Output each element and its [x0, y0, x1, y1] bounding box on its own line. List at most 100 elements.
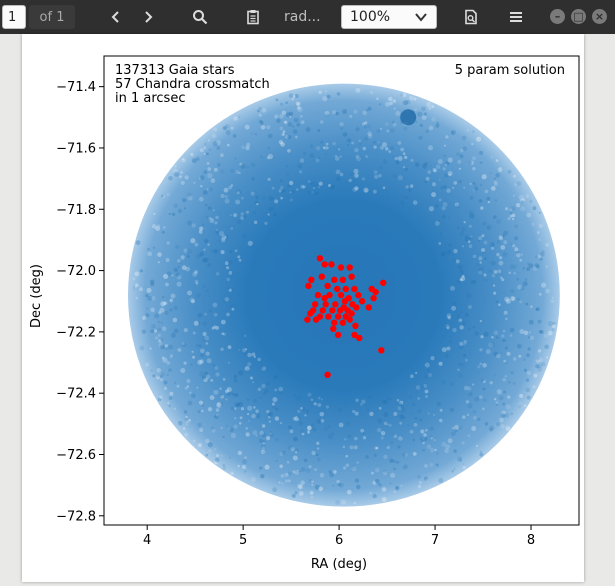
chandra-point: [321, 295, 328, 302]
annotations-button[interactable]: [241, 5, 265, 29]
gaia-star: [192, 439, 196, 443]
gaia-star: [481, 174, 487, 180]
maximize-button[interactable]: □: [571, 9, 586, 24]
gaia-star: [225, 398, 228, 401]
gaia-star: [205, 215, 209, 219]
page-number-input[interactable]: 1: [2, 5, 26, 29]
gaia-star: [356, 461, 360, 464]
gaia-star: [318, 90, 322, 94]
toolbar: 1 of 1 rad... 100% – □ ×: [0, 0, 615, 34]
gaia-star: [185, 415, 188, 419]
gaia-star: [479, 348, 483, 352]
minimize-icon: –: [554, 10, 561, 23]
gaia-star: [221, 234, 227, 240]
gaia-star: [470, 280, 475, 285]
gaia-star: [224, 234, 229, 239]
gaia-star: [523, 330, 529, 336]
gaia-star: [184, 417, 188, 421]
gaia-star: [198, 371, 205, 377]
chandra-point: [370, 295, 377, 302]
annotation-gaia-count: 137313 Gaia stars: [115, 63, 235, 78]
y-tick-label: −72.6: [56, 448, 96, 463]
gaia-star: [310, 398, 314, 402]
gaia-star: [518, 194, 524, 200]
gaia-star: [512, 174, 516, 178]
gaia-star: [300, 115, 303, 118]
gaia-star: [319, 411, 325, 417]
gaia-star: [164, 310, 169, 315]
gaia-star: [520, 406, 524, 409]
gaia-star: [450, 431, 456, 437]
gaia-star: [175, 244, 180, 249]
gaia-star: [189, 391, 192, 394]
gaia-star: [459, 459, 463, 462]
gaia-star: [338, 422, 344, 428]
chandra-point: [356, 334, 363, 342]
previous-page-button[interactable]: [104, 5, 128, 29]
x-tick-label: 8: [527, 533, 535, 548]
document-page: 4 5 6 7 8 −71.4 −71.6 −71.8 −72.0 −72.2 −72.4 −72.6…: [22, 34, 584, 582]
gaia-star: [203, 257, 209, 263]
gaia-star: [268, 420, 271, 423]
find-in-document-button[interactable]: [459, 5, 483, 29]
chandra-point: [322, 301, 329, 308]
gaia-star: [473, 182, 477, 187]
gaia-star: [204, 335, 210, 341]
gaia-star: [275, 459, 278, 463]
gaia-star: [270, 433, 274, 437]
gaia-star: [223, 297, 229, 303]
gaia-star: [490, 341, 496, 347]
minimize-button[interactable]: –: [550, 9, 565, 24]
gaia-star: [516, 277, 520, 281]
gaia-star: [460, 276, 466, 282]
gaia-star: [352, 410, 356, 413]
gaia-star: [410, 374, 414, 379]
next-page-button[interactable]: [136, 5, 160, 29]
chandra-point: [348, 273, 355, 280]
chandra-point: [353, 304, 360, 311]
chandra-point: [348, 310, 355, 317]
gaia-star: [405, 185, 409, 189]
gaia-star: [453, 449, 457, 453]
gaia-star: [538, 357, 543, 363]
gaia-star: [360, 403, 363, 406]
gaia-star: [424, 437, 428, 441]
close-window-button[interactable]: ×: [592, 9, 607, 24]
gaia-star: [519, 198, 524, 203]
gaia-star: [468, 161, 473, 165]
gaia-star: [444, 163, 448, 167]
zoom-select[interactable]: 100%: [341, 5, 437, 29]
gaia-star: [178, 260, 183, 264]
gaia-star: [231, 272, 234, 275]
gaia-star: [247, 405, 253, 411]
gaia-star: [354, 148, 359, 153]
gaia-star: [231, 307, 235, 311]
gaia-star: [402, 152, 406, 155]
chandra-point: [328, 261, 335, 268]
gaia-star: [353, 109, 358, 115]
gaia-star: [466, 129, 470, 132]
gaia-star: [333, 470, 337, 474]
gaia-star: [166, 271, 172, 277]
gaia-star: [432, 168, 437, 172]
gaia-star: [199, 359, 204, 364]
gaia-star: [476, 136, 482, 142]
gaia-star: [195, 282, 199, 285]
main-menu-button[interactable]: [504, 5, 528, 29]
gaia-star: [467, 386, 472, 391]
gaia-star: [339, 172, 344, 177]
gaia-star: [400, 147, 405, 152]
gaia-star: [330, 184, 335, 190]
gaia-star: [519, 258, 523, 262]
gaia-star: [423, 433, 427, 437]
gaia-star: [479, 261, 482, 264]
clipboard-icon: [247, 10, 259, 25]
gaia-star: [494, 398, 497, 401]
chandra-point: [351, 285, 358, 293]
y-tick-label: −72.0: [56, 264, 96, 279]
gaia-star: [298, 470, 301, 473]
gaia-star: [159, 377, 164, 382]
gaia-star: [238, 370, 244, 376]
gaia-star: [403, 464, 409, 469]
search-button[interactable]: [188, 5, 212, 29]
